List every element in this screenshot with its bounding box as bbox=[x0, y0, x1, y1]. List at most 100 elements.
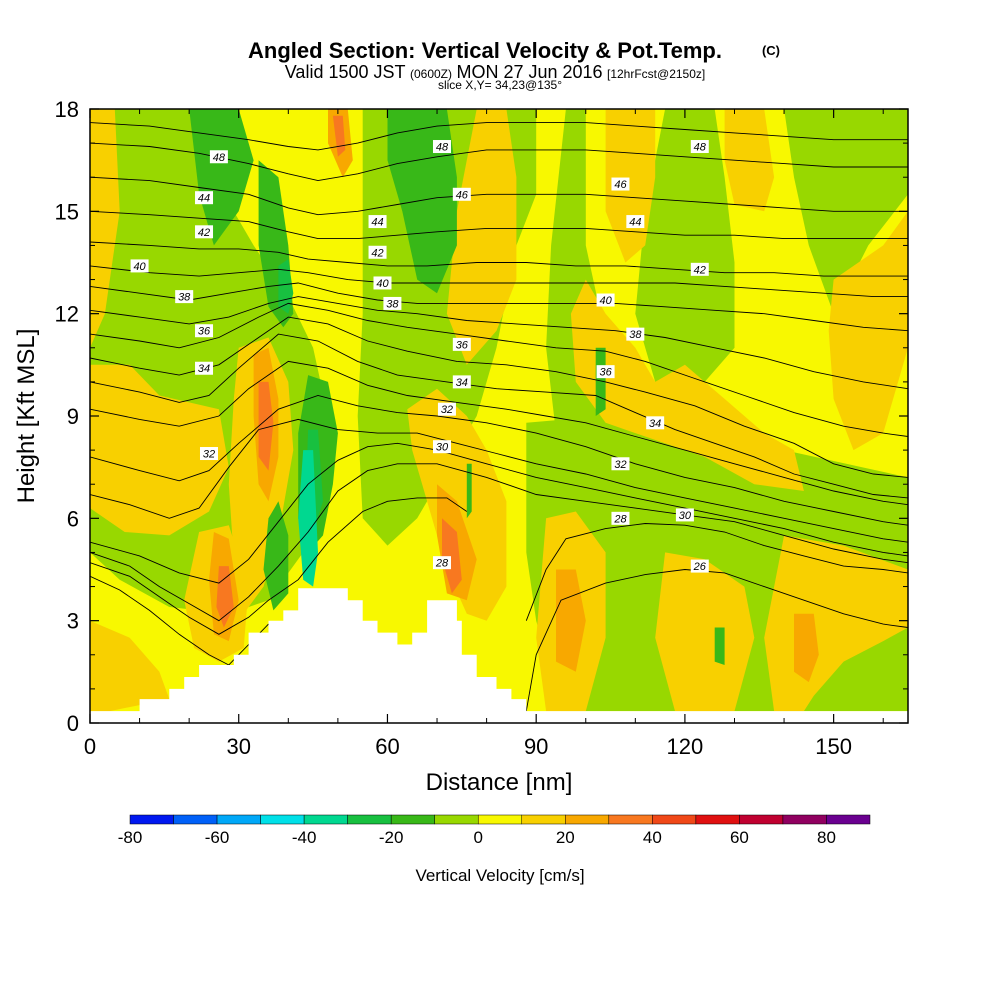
contour-label-bg bbox=[383, 296, 402, 310]
contour-label-text: 36 bbox=[198, 326, 211, 338]
colorbar-swatch bbox=[434, 814, 479, 825]
isentrope-line bbox=[90, 241, 908, 277]
contour-label-text: 32 bbox=[614, 459, 626, 471]
colorbar-tick-label: 80 bbox=[817, 828, 836, 847]
slice-label: slice X,Y= 34,23@135° bbox=[438, 78, 562, 92]
chart-title-unit: (C) bbox=[762, 43, 780, 58]
y-tick-label: 6 bbox=[67, 506, 79, 531]
contour-label-text: 34 bbox=[198, 363, 210, 375]
contour-label-text: 48 bbox=[436, 142, 449, 154]
colorbar-tick-label: -40 bbox=[292, 828, 317, 847]
velocity-region bbox=[90, 620, 170, 712]
colorbar-swatch bbox=[390, 814, 435, 825]
isentrope-line bbox=[90, 418, 908, 543]
y-axis-title: Height [Kft MSL] bbox=[13, 329, 40, 504]
colorbar-tick-label: -60 bbox=[205, 828, 230, 847]
colorbar-swatch bbox=[608, 814, 653, 825]
subtitle-utc: (0600Z) bbox=[410, 67, 452, 81]
contour-label: 48 bbox=[690, 140, 709, 154]
velocity-region bbox=[635, 109, 735, 382]
contour-label-bg bbox=[452, 187, 471, 201]
contour-label-bg bbox=[199, 447, 218, 461]
contour-label: 36 bbox=[195, 324, 214, 338]
contour-label-text: 32 bbox=[203, 449, 215, 461]
y-tick-label: 18 bbox=[55, 97, 79, 122]
x-tick-label: 120 bbox=[667, 734, 704, 759]
contour-label-bg bbox=[690, 140, 709, 154]
velocity-region bbox=[189, 109, 254, 246]
contour-label-bg bbox=[195, 361, 214, 375]
contour-label: 48 bbox=[432, 140, 451, 154]
velocity-region bbox=[387, 109, 457, 294]
velocity-region bbox=[263, 501, 289, 611]
colorbar-swatch bbox=[695, 814, 740, 825]
contour-label-text: 34 bbox=[456, 377, 468, 389]
contour-label: 44 bbox=[626, 215, 645, 229]
colorbar-swatch bbox=[652, 814, 697, 825]
colorbar-swatch bbox=[347, 814, 392, 825]
contour-label: 42 bbox=[195, 225, 214, 239]
velocity-region bbox=[466, 463, 472, 519]
contour-label: 36 bbox=[452, 337, 471, 351]
contour-label-text: 36 bbox=[599, 367, 612, 379]
contour-label: 38 bbox=[383, 296, 402, 310]
subtitle-date: MON 27 Jun 2016 bbox=[456, 62, 602, 82]
contour-label-text: 34 bbox=[649, 418, 661, 430]
colorbar-tick-label: 20 bbox=[556, 828, 575, 847]
colorbar-title: Vertical Velocity [cm/s] bbox=[415, 866, 584, 885]
velocity-region bbox=[298, 450, 318, 587]
y-tick-label: 3 bbox=[67, 609, 79, 634]
velocity-region bbox=[332, 115, 346, 157]
contour-label: 46 bbox=[611, 177, 630, 191]
contour-label-text: 38 bbox=[386, 298, 399, 310]
contour-label-text: 36 bbox=[456, 339, 469, 351]
contour-label: 44 bbox=[195, 191, 214, 205]
contour-label: 34 bbox=[195, 361, 214, 375]
velocity-region bbox=[828, 211, 908, 451]
plot-area: 48 44 42 40 38 36 34 32 48 46 44 42 40 38 36 34 32 30 28 48… bbox=[90, 109, 908, 723]
contour-label-bg bbox=[646, 416, 665, 430]
contour-label-bg bbox=[432, 440, 451, 454]
terrain bbox=[90, 588, 908, 723]
velocity-region bbox=[794, 613, 819, 683]
contour-label: 28 bbox=[611, 511, 630, 525]
velocity-region bbox=[258, 381, 274, 471]
contour-label: 34 bbox=[646, 416, 665, 430]
contour-label-text: 32 bbox=[441, 404, 453, 416]
contour-label: 46 bbox=[452, 187, 471, 201]
contour-label-text: 44 bbox=[371, 217, 383, 229]
contour-label-bg bbox=[373, 276, 392, 290]
contour-label-bg bbox=[195, 191, 214, 205]
colorbar-swatch bbox=[739, 814, 784, 825]
contour-label-bg bbox=[690, 262, 709, 276]
contour-label-text: 42 bbox=[694, 264, 706, 276]
contour-label-bg bbox=[611, 511, 630, 525]
contour-label-text: 42 bbox=[371, 247, 383, 259]
contour-label-bg bbox=[209, 150, 228, 164]
x-tick-label: 150 bbox=[815, 734, 852, 759]
contour-label: 30 bbox=[432, 440, 451, 454]
isentrope-line bbox=[90, 395, 908, 526]
isentrope-line bbox=[90, 463, 908, 622]
contour-label-text: 26 bbox=[693, 561, 707, 573]
contour-label-text: 44 bbox=[198, 193, 210, 205]
contour-label-text: 38 bbox=[629, 329, 642, 341]
contour-label-bg bbox=[368, 245, 387, 259]
contour-label-bg bbox=[690, 559, 709, 573]
contour-label-bg bbox=[452, 337, 471, 351]
contour-label-bg bbox=[626, 215, 645, 229]
contour-label-text: 40 bbox=[376, 278, 389, 290]
isentrope-line bbox=[90, 296, 908, 390]
contour-label-text: 48 bbox=[213, 152, 226, 164]
contour-label-text: 46 bbox=[456, 189, 469, 201]
contour-label-bg bbox=[432, 140, 451, 154]
isentrope-line bbox=[90, 210, 908, 240]
x-axis-title: Distance [nm] bbox=[426, 769, 573, 796]
velocity-region bbox=[714, 627, 725, 665]
isentrope-line bbox=[90, 316, 908, 478]
isentrope-line bbox=[90, 176, 908, 216]
x-tick-label: 60 bbox=[375, 734, 399, 759]
contour-label-bg bbox=[452, 375, 471, 389]
